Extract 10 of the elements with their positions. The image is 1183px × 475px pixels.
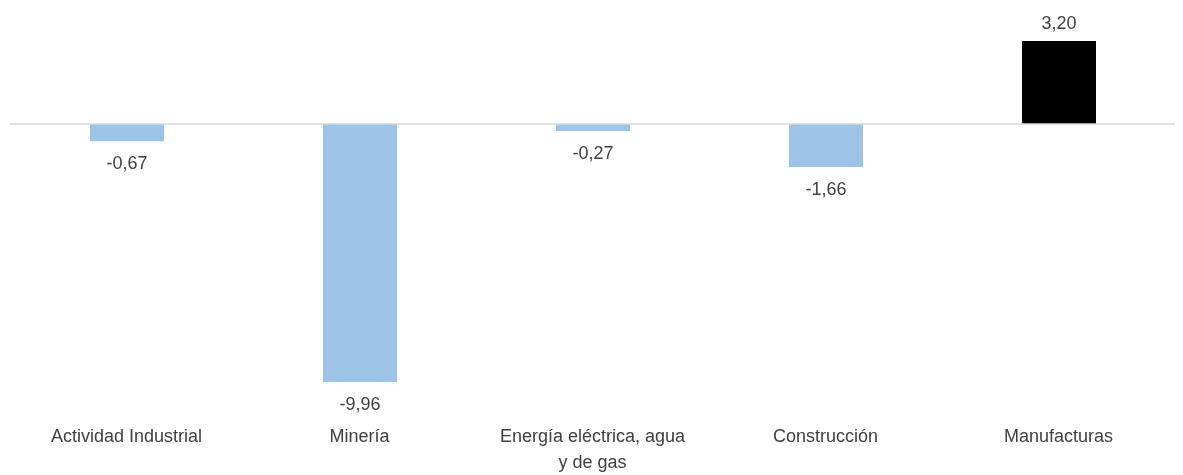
data-label: -0,27 [572,142,614,163]
x-tick-label: Minería [329,426,391,446]
x-tick-label: Actividad Industrial [50,426,203,446]
x-tick-label: Energía eléctrica, agua y de gas [499,426,687,472]
data-label: -0,67 [106,153,148,174]
x-tick-label: Manufacturas [1003,426,1114,446]
data-label: -9,96 [339,394,381,414]
data-label: 3,20 [1041,13,1077,33]
x-tick-label: Construcción [772,426,879,446]
data-label: -1,66 [805,178,847,199]
